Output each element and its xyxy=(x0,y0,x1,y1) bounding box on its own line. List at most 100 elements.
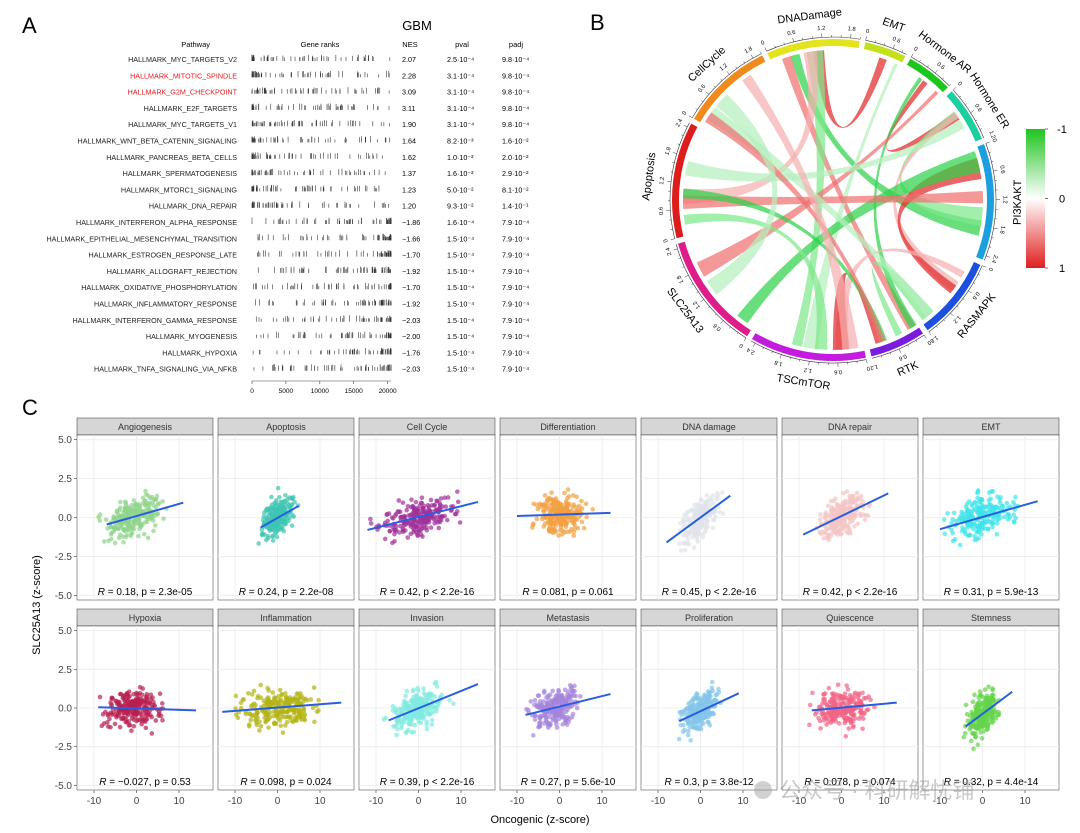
sector-tick-label: 1.2 xyxy=(659,176,666,185)
data-point xyxy=(703,715,709,720)
data-point xyxy=(238,705,244,711)
data-point xyxy=(572,526,578,531)
nes-value: 1.23 xyxy=(402,185,416,194)
data-point xyxy=(684,513,689,519)
data-point xyxy=(115,526,121,532)
stat-r-symbol: R xyxy=(662,587,669,598)
data-point xyxy=(421,716,427,721)
facet-panel: Cell Cycle R = 0.42, p < 2.2e-16 xyxy=(358,417,496,601)
pval-value: 1.5·10⁻⁴ xyxy=(447,365,474,374)
data-point xyxy=(153,523,158,528)
data-point xyxy=(121,539,126,545)
data-point xyxy=(416,527,422,533)
stat-r-symbol: R xyxy=(380,587,387,598)
sector-arc xyxy=(946,91,982,142)
sector-tick-label: 0 xyxy=(663,238,670,243)
facet-title: Differentiation xyxy=(540,422,595,432)
sector-axis xyxy=(750,340,867,364)
regression-line xyxy=(106,501,184,526)
sector-axis xyxy=(984,143,997,261)
sector-tick xyxy=(936,325,938,328)
facet-title: Hypoxia xyxy=(129,613,162,623)
data-point xyxy=(425,502,431,508)
data-point xyxy=(834,501,840,507)
data-point xyxy=(578,694,583,699)
data-point xyxy=(825,503,831,509)
data-point xyxy=(143,488,148,494)
data-point xyxy=(138,521,144,527)
data-point xyxy=(847,515,852,521)
data-point xyxy=(109,530,115,536)
data-point xyxy=(950,530,956,536)
sector-tick xyxy=(927,65,929,68)
data-point xyxy=(710,493,716,498)
data-point xyxy=(418,695,423,701)
sector-arc xyxy=(671,123,698,239)
data-point xyxy=(713,514,718,520)
data-point xyxy=(133,501,139,507)
data-point xyxy=(678,548,684,553)
chord-ribbon xyxy=(742,74,859,350)
data-point xyxy=(536,693,542,698)
data-point xyxy=(393,513,398,518)
data-point xyxy=(280,525,285,530)
sector-tick-label: 0.6 xyxy=(898,352,908,361)
nes-value: 1.20 xyxy=(402,202,416,211)
data-point xyxy=(411,687,416,693)
sector-tick-label: 1.8 xyxy=(847,26,856,33)
data-point xyxy=(392,531,397,537)
sector-tick xyxy=(708,306,711,309)
data-point xyxy=(428,711,434,716)
rank-axis-label: 0 xyxy=(250,388,254,395)
facet-title: DNA damage xyxy=(682,422,736,432)
data-point xyxy=(975,742,981,748)
data-point xyxy=(701,507,707,512)
facet-panel: DNA repair R = 0.42, p < 2.2e-16 xyxy=(781,417,919,601)
sector-tick-label: 1.8 xyxy=(665,146,673,155)
data-point xyxy=(852,690,858,696)
sector-tick xyxy=(808,361,810,366)
data-point xyxy=(685,537,691,543)
data-point xyxy=(964,501,970,507)
x-tick-label: 10 xyxy=(878,796,890,807)
data-point xyxy=(438,496,444,501)
data-point xyxy=(124,694,130,700)
data-point xyxy=(965,507,970,512)
data-point xyxy=(563,709,569,715)
data-point xyxy=(272,506,277,511)
data-point xyxy=(282,499,288,504)
data-point xyxy=(144,696,150,702)
sector-tick-label: 1.2 xyxy=(869,363,878,371)
data-point xyxy=(158,713,164,719)
data-point xyxy=(99,723,105,729)
data-point xyxy=(292,499,297,505)
pathway-name: HALLMARK_MYC_TARGETS_V1 xyxy=(128,120,237,129)
data-point xyxy=(989,509,994,514)
data-point xyxy=(818,726,823,731)
data-point xyxy=(564,501,570,507)
sector-tick xyxy=(892,44,895,49)
sector-arc xyxy=(923,262,981,331)
facet-title: Invasion xyxy=(410,613,444,623)
sector-tick xyxy=(973,282,976,284)
rank-axis-label: 5000 xyxy=(279,388,294,395)
data-point xyxy=(139,698,144,704)
stat-r-value: = 0.27, xyxy=(528,777,564,788)
sector-tick-label: 1.2 xyxy=(719,63,729,73)
data-point xyxy=(262,715,267,721)
stat-r-symbol: R xyxy=(804,777,811,788)
data-point xyxy=(570,518,575,524)
padj-value: 7.9·10⁻⁴ xyxy=(502,218,529,227)
data-point xyxy=(556,533,561,538)
sector-tick xyxy=(962,298,965,300)
sector-tick xyxy=(970,110,975,113)
data-point xyxy=(419,708,425,714)
data-point xyxy=(542,712,548,718)
data-point xyxy=(949,520,954,526)
pval-value: 1.5·10⁻⁴ xyxy=(447,316,474,325)
facet-title: Proliferation xyxy=(685,613,733,623)
x-tick-label: -10 xyxy=(510,796,525,807)
stat-label: R = 0.081, p = 0.061 xyxy=(522,587,614,598)
data-point xyxy=(435,520,440,525)
